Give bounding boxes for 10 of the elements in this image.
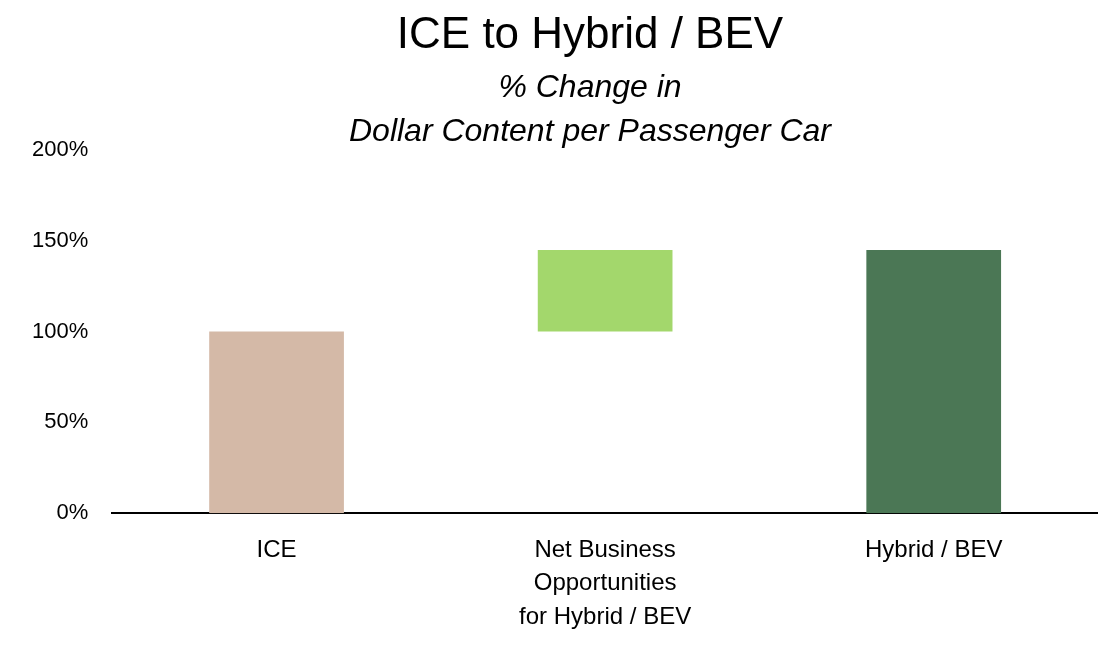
y-tick-label: 50% bbox=[44, 408, 89, 434]
x-tick-label: Hybrid / BEV bbox=[865, 534, 1003, 562]
chart-title: ICE to Hybrid / BEV bbox=[395, 8, 785, 58]
x-tick-label: ICE bbox=[256, 534, 297, 562]
chart-subtitle: % Change in Dollar Content per Passenger Car bbox=[348, 68, 831, 148]
y-tick-label: 150% bbox=[31, 226, 89, 252]
y-tick-label: 100% bbox=[31, 317, 89, 343]
y-tick-label: 0% bbox=[56, 499, 89, 525]
y-tick-label: 200% bbox=[31, 136, 89, 162]
x-tick-label: Net Business Opportunities for Hybrid / BEV bbox=[519, 534, 692, 629]
